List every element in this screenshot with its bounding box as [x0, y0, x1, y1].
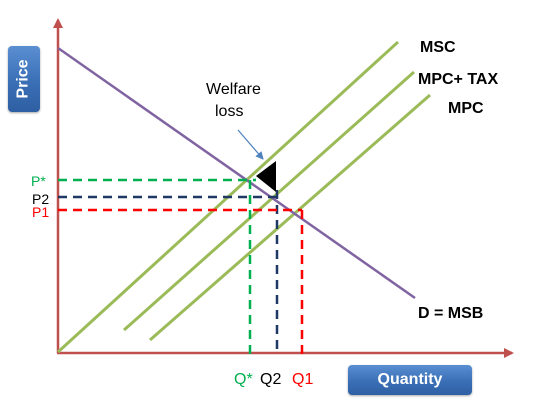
q1-label: Q1 — [292, 371, 313, 388]
welfare-loss-label-line1: Welfare — [206, 81, 261, 98]
y-axis-title: Price — [15, 59, 33, 99]
q2-label: Q2 — [260, 371, 281, 388]
mpc-line — [149, 93, 431, 342]
q-star-label: Q* — [234, 371, 253, 388]
mpc-tax-line — [123, 70, 415, 332]
demand-label: D = MSB — [418, 305, 483, 322]
welfare-loss-label-line2: loss — [215, 103, 243, 120]
mpc-label: MPC — [448, 100, 484, 117]
p-star-label: P* — [31, 173, 46, 189]
welfare-loss-triangle — [256, 161, 276, 192]
p1-label: P1 — [32, 204, 49, 220]
mpc-tax-label: MPC+ TAX — [418, 71, 498, 88]
msc-label: MSC — [420, 39, 456, 56]
p2-label: P2 — [32, 191, 49, 207]
demand-line — [57, 46, 416, 300]
x-axis-title-box: Quantity — [348, 365, 472, 395]
welfare-loss-arrow — [237, 129, 264, 160]
y-axis-title-box: Price — [8, 46, 40, 112]
x-axis-title: Quantity — [377, 371, 443, 388]
